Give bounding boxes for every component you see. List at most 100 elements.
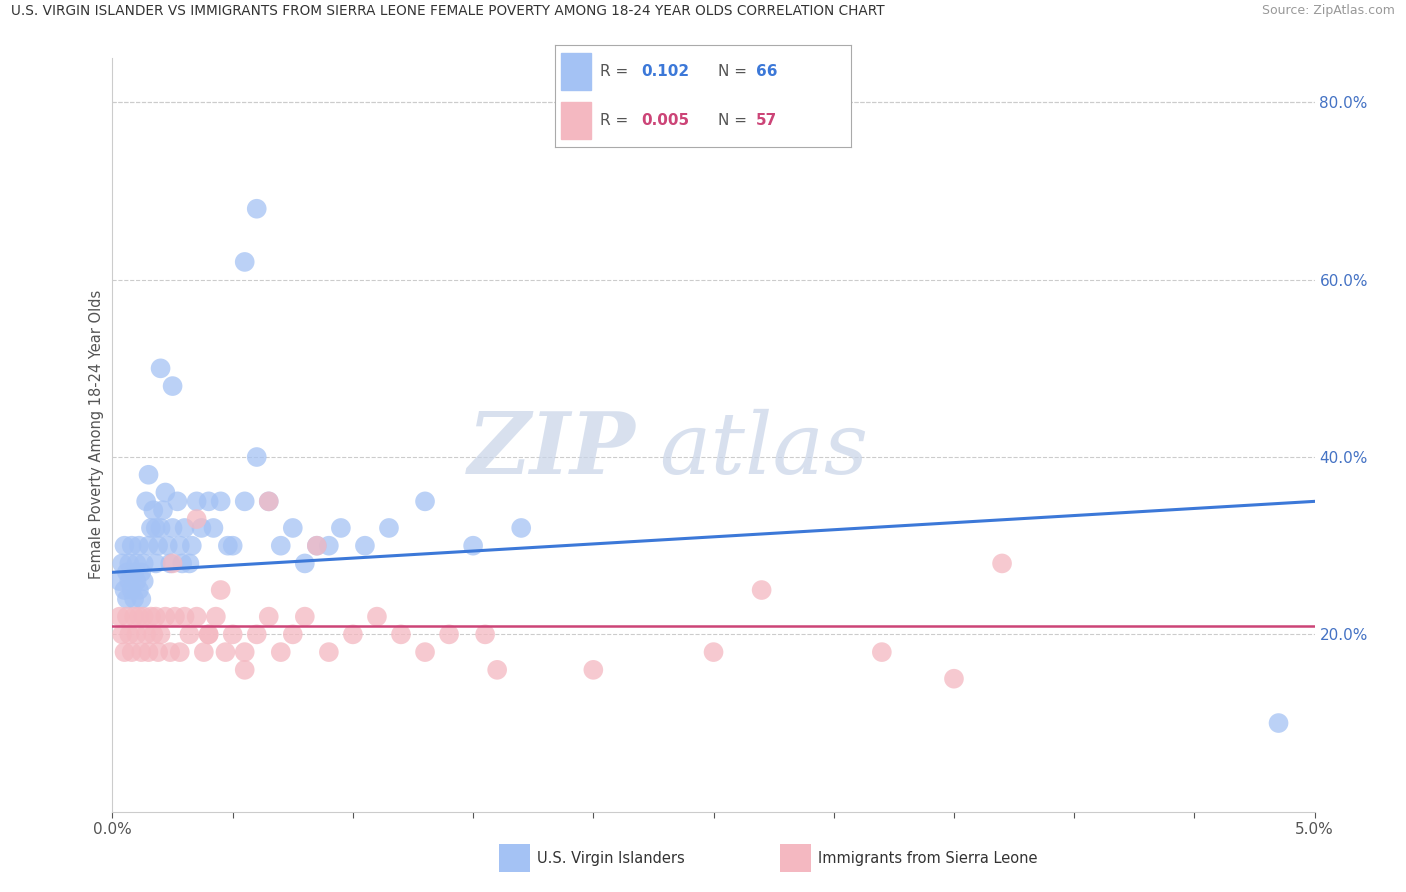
Point (486, 663, 509, 677)
Point (294, 557, 316, 571)
Point (257, 609, 280, 624)
Point (217, 539, 239, 553)
Bar (561, 102, 591, 139)
Point (205, 609, 228, 624)
Text: 66: 66 (756, 63, 778, 78)
Point (162, 557, 184, 571)
Text: 0.005: 0.005 (641, 113, 689, 128)
Point (870, 645, 893, 659)
Point (413, 645, 436, 659)
Point (305, 539, 328, 553)
Point (209, 582, 232, 597)
Point (246, 627, 269, 641)
Point (270, 645, 292, 659)
Point (145, 557, 167, 571)
Point (305, 539, 328, 553)
Point (138, 645, 160, 659)
Point (179, 557, 201, 571)
Point (152, 503, 174, 517)
Point (751, 582, 773, 597)
Point (193, 645, 215, 659)
Bar (561, 53, 591, 90)
Text: atlas: atlas (659, 409, 869, 491)
Point (135, 627, 157, 641)
Point (162, 379, 184, 393)
Point (474, 627, 496, 641)
Point (162, 521, 184, 535)
Point (169, 645, 191, 659)
Point (132, 609, 155, 624)
Point (132, 574, 155, 589)
Text: Immigrants from Sierra Leone: Immigrants from Sierra Leone (818, 851, 1038, 865)
Point (138, 539, 160, 553)
Point (246, 450, 269, 464)
Point (131, 566, 153, 580)
Point (169, 539, 191, 553)
Point (149, 361, 172, 376)
Point (173, 609, 195, 624)
Point (125, 627, 148, 641)
Point (991, 557, 1014, 571)
Point (186, 512, 208, 526)
Point (142, 503, 165, 517)
Point (197, 494, 219, 508)
Point (202, 521, 225, 535)
Point (197, 627, 219, 641)
Point (179, 627, 201, 641)
Text: R =: R = (599, 113, 633, 128)
Point (146, 645, 169, 659)
Point (257, 494, 280, 508)
Point (214, 645, 236, 659)
Point (233, 663, 256, 677)
Point (159, 557, 181, 571)
Point (190, 521, 212, 535)
Point (942, 672, 965, 686)
Point (115, 591, 138, 606)
Point (125, 574, 148, 589)
Point (111, 557, 134, 571)
Point (145, 521, 167, 535)
Point (246, 202, 269, 216)
Point (149, 521, 172, 535)
Point (114, 582, 136, 597)
Point (389, 627, 412, 641)
Point (121, 582, 143, 597)
Point (186, 494, 208, 508)
Point (135, 494, 157, 508)
Point (114, 645, 136, 659)
Point (166, 494, 188, 508)
Point (115, 566, 138, 580)
Point (125, 557, 148, 571)
Point (702, 645, 725, 659)
Point (121, 645, 143, 659)
Point (413, 494, 436, 508)
Point (294, 609, 316, 624)
Point (132, 557, 155, 571)
Point (281, 627, 304, 641)
Text: 57: 57 (756, 113, 778, 128)
Point (108, 609, 131, 624)
Point (510, 521, 533, 535)
Point (197, 627, 219, 641)
Point (139, 521, 162, 535)
Point (128, 582, 150, 597)
Point (122, 566, 145, 580)
Point (222, 627, 245, 641)
Point (233, 255, 256, 269)
Point (233, 494, 256, 508)
Text: ZIP: ZIP (468, 409, 636, 491)
Y-axis label: Female Poverty Among 18-24 Year Olds: Female Poverty Among 18-24 Year Olds (89, 290, 104, 580)
Text: N =: N = (718, 113, 752, 128)
Point (142, 627, 165, 641)
Point (122, 591, 145, 606)
Point (582, 663, 605, 677)
Point (156, 539, 179, 553)
Text: U.S. Virgin Islanders: U.S. Virgin Islanders (537, 851, 685, 865)
Point (329, 521, 352, 535)
Point (118, 557, 141, 571)
Point (233, 645, 256, 659)
Point (122, 609, 145, 624)
Point (209, 494, 232, 508)
Point (186, 609, 208, 624)
Point (318, 645, 340, 659)
